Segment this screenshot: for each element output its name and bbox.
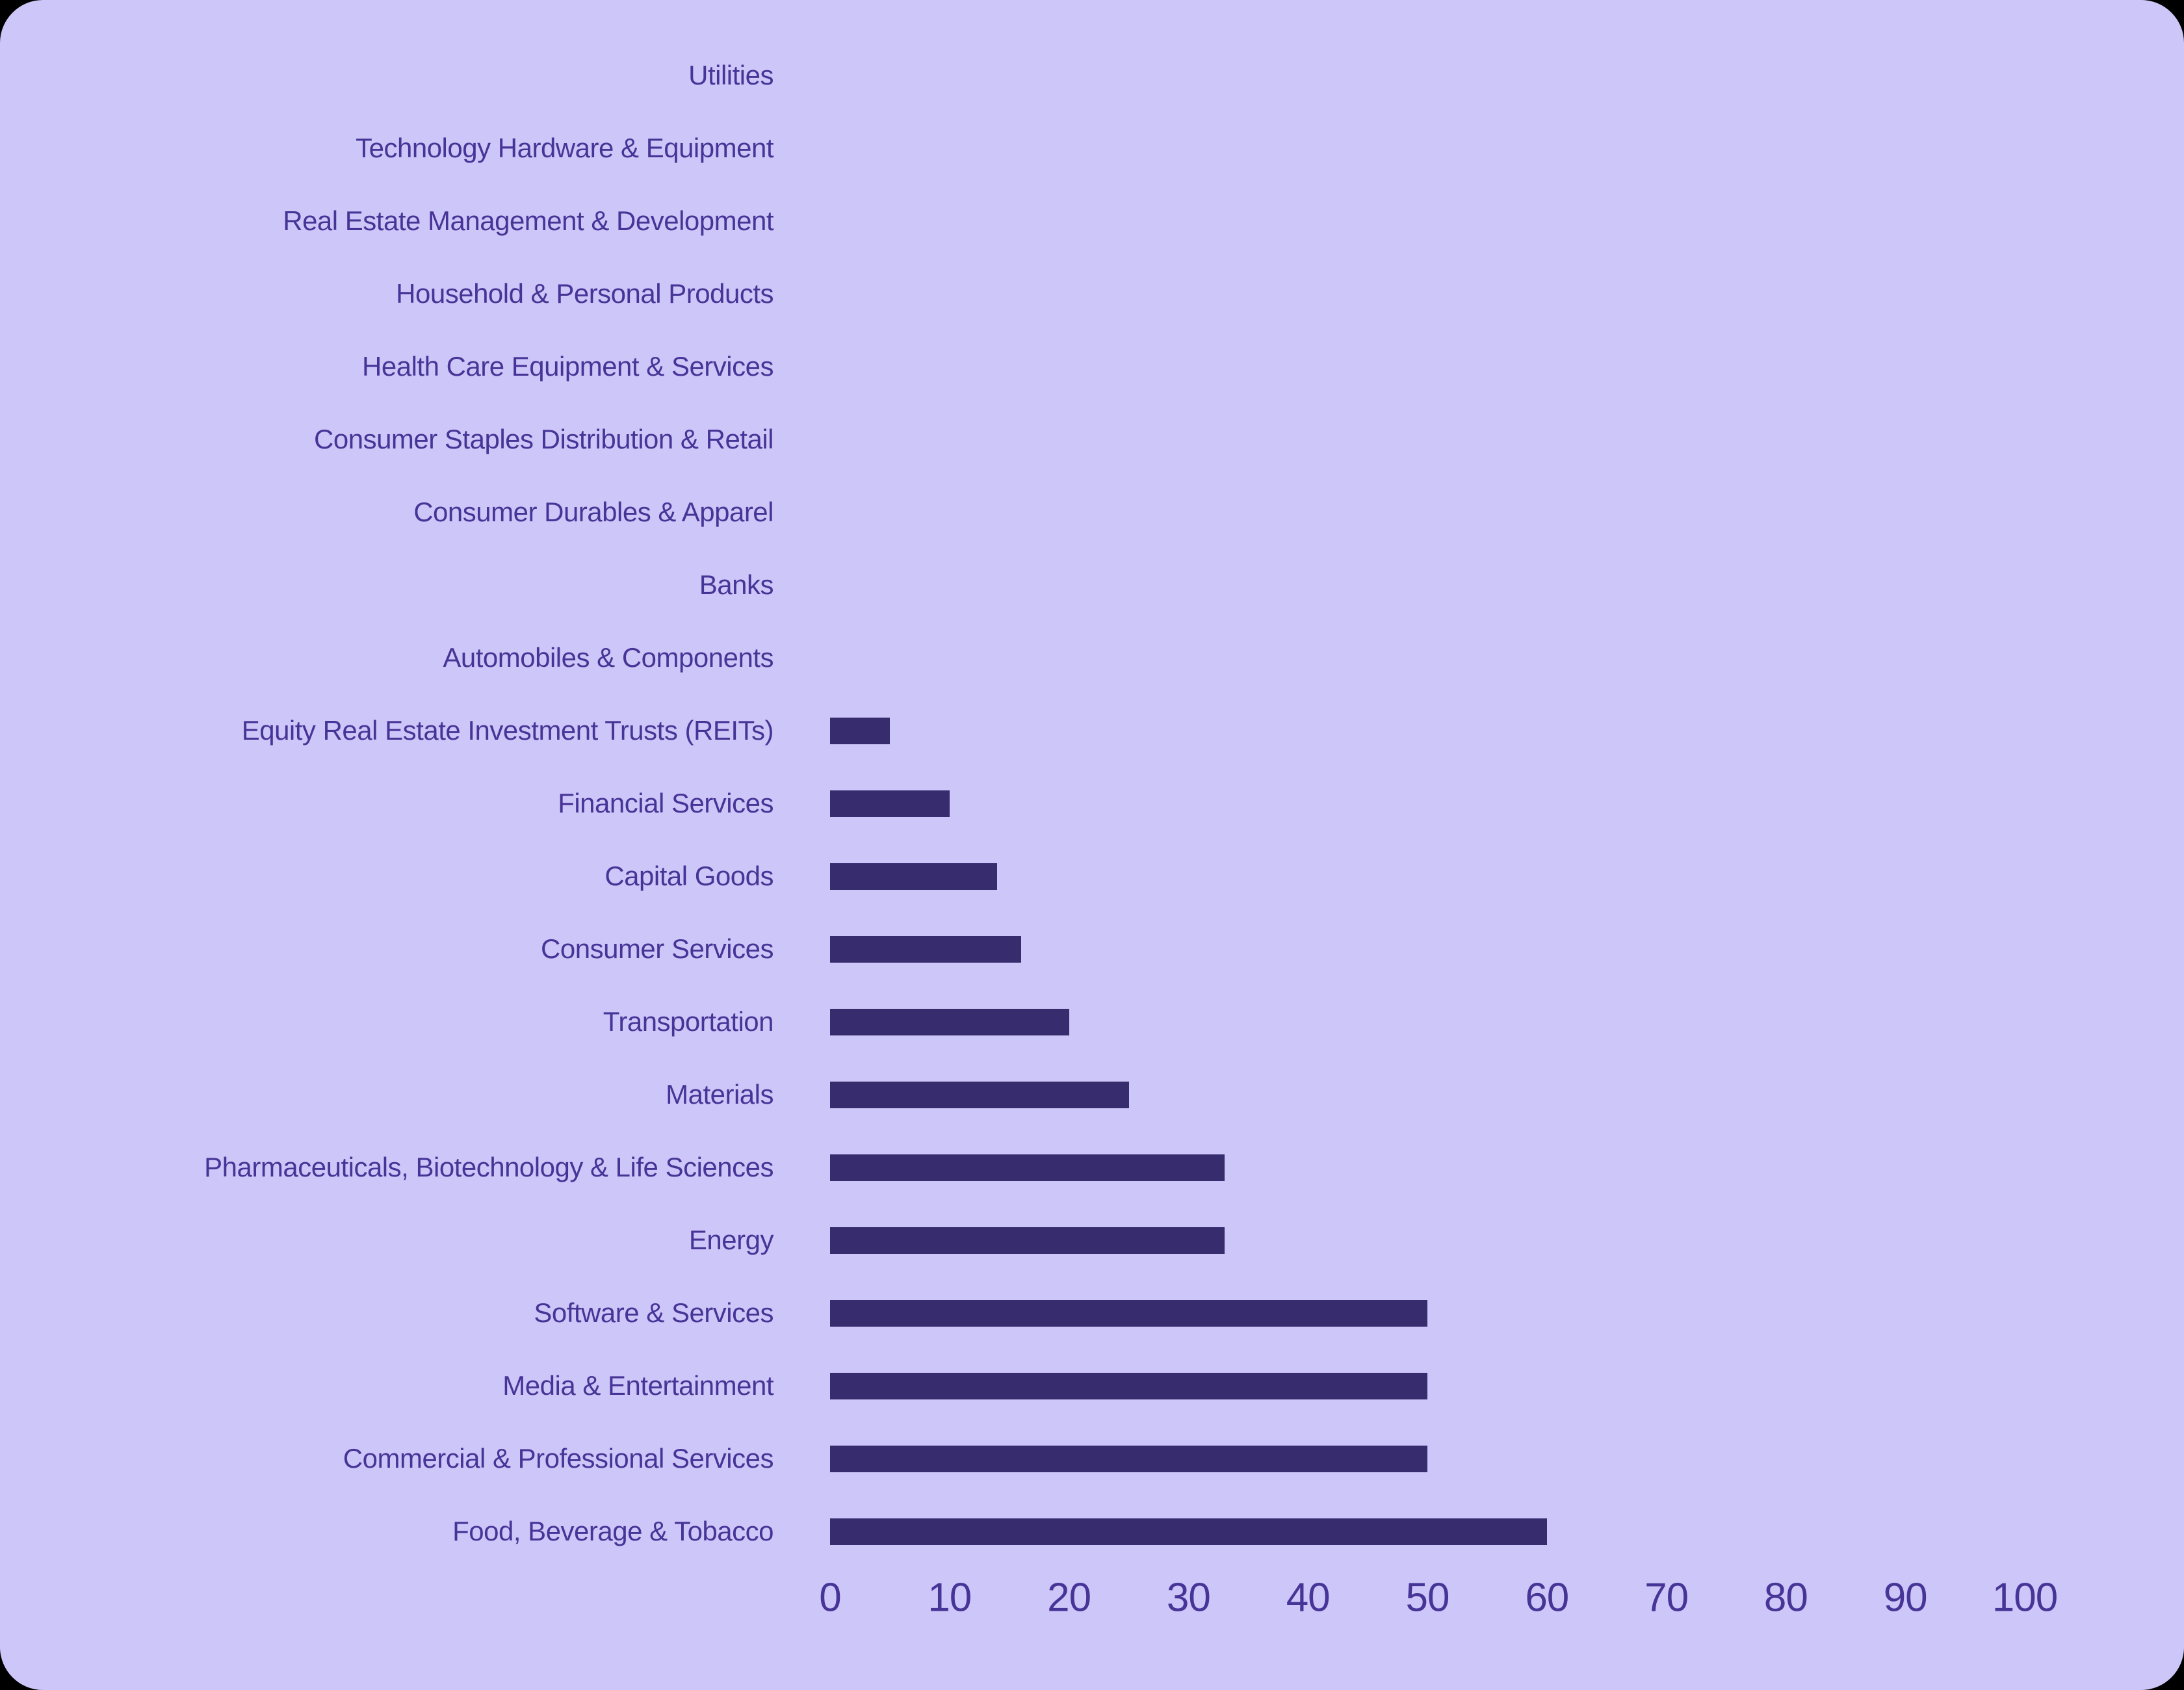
horizontal-bar-chart: Utilities Technology Hardware & Equipment… bbox=[0, 39, 2184, 1628]
bar-track bbox=[830, 767, 2025, 840]
category-label: Technology Hardware & Equipment bbox=[356, 132, 774, 163]
bar bbox=[830, 1372, 1427, 1399]
bar bbox=[830, 1299, 1427, 1327]
bar-row: Financial Services bbox=[0, 767, 2184, 840]
bar-track bbox=[830, 476, 2025, 549]
category-label: Media & Entertainment bbox=[502, 1370, 774, 1401]
x-axis-tick-label: 90 bbox=[1883, 1575, 1928, 1620]
bar-track bbox=[830, 1277, 2025, 1349]
bar-row: Banks bbox=[0, 549, 2184, 621]
bar-row: Technology Hardware & Equipment bbox=[0, 112, 2184, 185]
category-label: Health Care Equipment & Services bbox=[362, 350, 774, 382]
category-label: Materials bbox=[666, 1078, 774, 1110]
bar-track bbox=[830, 985, 2025, 1058]
bar-row: Software & Services bbox=[0, 1277, 2184, 1349]
bar bbox=[830, 1008, 1069, 1035]
category-label: Pharmaceuticals, Biotechnology & Life Sc… bbox=[204, 1151, 774, 1182]
bar-row: Capital Goods bbox=[0, 840, 2184, 913]
x-axis-tick-label: 0 bbox=[819, 1575, 841, 1620]
bar-row: Materials bbox=[0, 1058, 2184, 1131]
bar-track bbox=[830, 112, 2025, 185]
x-axis: 0 10 20 30 40 50 60 70 80 90 100 bbox=[819, 1568, 2058, 1628]
bar bbox=[830, 863, 998, 890]
category-label: Capital Goods bbox=[604, 860, 774, 891]
bar-track bbox=[830, 840, 2025, 913]
category-label: Consumer Staples Distribution & Retail bbox=[314, 423, 774, 454]
category-label: Transportation bbox=[603, 1006, 774, 1037]
bar-row: Commercial & Professional Services bbox=[0, 1422, 2184, 1495]
bar-track bbox=[830, 549, 2025, 621]
bar-row: Consumer Durables & Apparel bbox=[0, 476, 2184, 549]
category-label: Equity Real Estate Investment Trusts (RE… bbox=[241, 714, 774, 746]
bar-row: Consumer Staples Distribution & Retail bbox=[0, 403, 2184, 476]
x-axis-tick-label: 50 bbox=[1405, 1575, 1450, 1620]
bar-track bbox=[830, 1058, 2025, 1131]
bar-track bbox=[830, 403, 2025, 476]
bar bbox=[830, 1518, 1547, 1545]
x-axis-tick-label: 60 bbox=[1525, 1575, 1569, 1620]
bar-row: Real Estate Management & Development bbox=[0, 185, 2184, 257]
bar-track bbox=[830, 694, 2025, 767]
bar-row: Energy bbox=[0, 1204, 2184, 1277]
bar-track bbox=[830, 1349, 2025, 1422]
bar-track bbox=[830, 1495, 2025, 1568]
bar-track bbox=[830, 185, 2025, 257]
bar bbox=[830, 935, 1022, 963]
bar-row: Media & Entertainment bbox=[0, 1349, 2184, 1422]
bar-row: Pharmaceuticals, Biotechnology & Life Sc… bbox=[0, 1131, 2184, 1204]
bar-rows: Utilities Technology Hardware & Equipment… bbox=[0, 39, 2184, 1568]
bar-track bbox=[830, 913, 2025, 985]
x-axis-tick-label: 30 bbox=[1166, 1575, 1211, 1620]
bar bbox=[830, 1445, 1427, 1472]
bar-track bbox=[830, 39, 2025, 112]
category-label: Consumer Durables & Apparel bbox=[413, 496, 774, 527]
x-axis-tick-label: 10 bbox=[928, 1575, 972, 1620]
category-label: Software & Services bbox=[534, 1297, 774, 1328]
bar-row: Food, Beverage & Tobacco bbox=[0, 1495, 2184, 1568]
bar bbox=[830, 1081, 1129, 1108]
category-label: Automobiles & Components bbox=[443, 642, 774, 673]
category-label: Utilities bbox=[688, 59, 774, 90]
category-label: Commercial & Professional Services bbox=[343, 1442, 774, 1474]
bar-row: Utilities bbox=[0, 39, 2184, 112]
bar bbox=[830, 1227, 1225, 1254]
bar-track bbox=[830, 1204, 2025, 1277]
bar bbox=[830, 717, 890, 744]
bar-row: Health Care Equipment & Services bbox=[0, 330, 2184, 403]
category-label: Banks bbox=[699, 569, 774, 600]
bar-track bbox=[830, 621, 2025, 694]
category-label: Energy bbox=[688, 1224, 774, 1255]
x-axis-tick-label: 100 bbox=[1992, 1575, 2058, 1620]
category-label: Real Estate Management & Development bbox=[283, 205, 774, 236]
x-axis-tick-label: 20 bbox=[1047, 1575, 1091, 1620]
x-axis-tick-label: 70 bbox=[1644, 1575, 1689, 1620]
category-label: Financial Services bbox=[558, 787, 774, 818]
x-axis-tick-label: 80 bbox=[1763, 1575, 1808, 1620]
bar-row: Equity Real Estate Investment Trusts (RE… bbox=[0, 694, 2184, 767]
category-label: Food, Beverage & Tobacco bbox=[452, 1515, 774, 1546]
bar-track bbox=[830, 257, 2025, 330]
bar-track bbox=[830, 330, 2025, 403]
category-label: Household & Personal Products bbox=[396, 278, 774, 309]
bar bbox=[830, 1154, 1225, 1181]
bar bbox=[830, 790, 950, 817]
bar-track bbox=[830, 1131, 2025, 1204]
bar-track bbox=[830, 1422, 2025, 1495]
category-label: Consumer Services bbox=[541, 933, 774, 964]
bar-row: Household & Personal Products bbox=[0, 257, 2184, 330]
x-axis-tick-label: 40 bbox=[1286, 1575, 1331, 1620]
bar-row: Consumer Services bbox=[0, 913, 2184, 985]
bar-row: Automobiles & Components bbox=[0, 621, 2184, 694]
bar-row: Transportation bbox=[0, 985, 2184, 1058]
